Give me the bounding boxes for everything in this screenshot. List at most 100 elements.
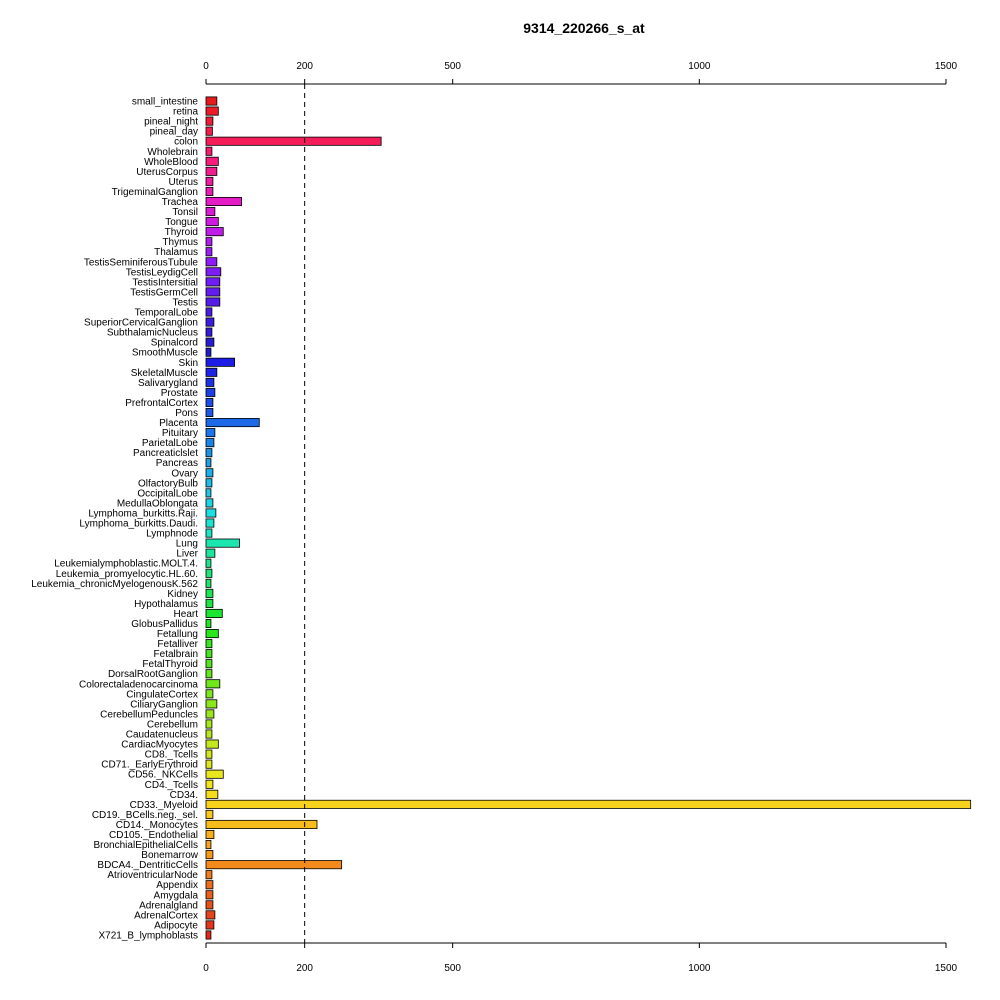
bar-ParietalLobe xyxy=(205,438,215,448)
category-label: Lymphoma_burkitts.Daudi. xyxy=(79,519,198,530)
category-label: Thymus xyxy=(162,237,198,248)
bar-CD14._Monocytes xyxy=(205,819,318,829)
category-label: OlfactoryBulb xyxy=(138,478,198,489)
category-label: CD34. xyxy=(170,790,198,801)
category-label: Liver xyxy=(176,549,198,560)
category-label: CD4._Tcells xyxy=(145,780,198,791)
tick-label: 1000 xyxy=(688,963,711,974)
category-label: PrefrontalCortex xyxy=(125,398,198,409)
bar-Hypothalamus xyxy=(205,598,214,608)
bar-MedullaOblongata xyxy=(205,498,214,508)
bar-TrigeminalGanglion xyxy=(205,186,214,196)
bar-Ovary xyxy=(205,468,214,478)
category-label: BDCA4._DentriticCells xyxy=(97,860,198,871)
bar-Caudatenucleus xyxy=(205,729,213,739)
bar-CD34. xyxy=(205,789,219,799)
bar-CD71._EarlyErythroid xyxy=(205,759,213,769)
bar-retina xyxy=(205,106,219,116)
category-label: Fetallung xyxy=(157,629,198,640)
category-label: Pancreas xyxy=(156,458,198,469)
bar-Thyroid xyxy=(205,227,224,237)
category-label: ParietalLobe xyxy=(142,438,199,449)
bar-CD105._Endothelial xyxy=(205,829,215,840)
category-label: CD56._NKCells xyxy=(128,770,198,781)
bar-small_intestine xyxy=(205,96,218,106)
bar-Lymphnode xyxy=(205,528,213,538)
category-label: Colorectaladenocarcinoma xyxy=(79,679,198,690)
category-label: AdrenalCortex xyxy=(134,910,198,921)
bar-Amygdala xyxy=(205,890,214,900)
bar-X721_B_lymphoblasts xyxy=(205,930,212,940)
category-label: SmoothMuscle xyxy=(132,348,199,359)
category-label: Leukemia_promyelocytic.HL.60. xyxy=(56,569,198,580)
category-label: Tongue xyxy=(165,217,198,228)
bar-Placenta xyxy=(205,418,260,428)
bar-Tonsil xyxy=(205,207,216,217)
tick-label: 200 xyxy=(296,61,313,72)
bar-CD4._Tcells xyxy=(205,779,214,789)
bar-Trachea xyxy=(205,196,242,207)
category-label: Cerebellum xyxy=(147,719,198,730)
bar-CiliaryGanglion xyxy=(205,699,218,709)
category-label: colon xyxy=(174,137,198,148)
category-label: Leukemialymphoblastic.MOLT.4. xyxy=(54,559,198,570)
tick-label: 500 xyxy=(444,963,461,974)
bar-Lymphoma_burkitts.Raji. xyxy=(205,508,217,518)
tick-label: 1000 xyxy=(688,61,711,72)
bar-Leukemia_chronicMyelogenousK.562 xyxy=(205,578,212,588)
bars xyxy=(205,96,972,940)
category-label: Lung xyxy=(176,539,198,550)
bar-pineal_night xyxy=(205,116,214,126)
bar-TestisIntersitial xyxy=(205,277,221,287)
category-label: TrigeminalGanglion xyxy=(112,187,198,198)
bar-CingulateCortex xyxy=(205,689,214,699)
category-label: Trachea xyxy=(162,197,199,208)
bar-DorsalRootGanglion xyxy=(205,669,213,679)
category-label: CardiacMyocytes xyxy=(121,740,198,751)
bar-Adrenalgland xyxy=(205,900,214,910)
category-label: Pons xyxy=(175,408,198,419)
category-label: CD8._Tcells xyxy=(145,750,198,761)
bar-Tongue xyxy=(205,217,219,227)
category-label: CD33._Myeloid xyxy=(130,800,198,811)
category-label: Spinalcord xyxy=(151,338,198,349)
category-label: Thyroid xyxy=(165,227,198,238)
category-label: Wholebrain xyxy=(147,147,198,158)
bar-OccipitalLobe xyxy=(205,488,212,498)
category-label: small_intestine xyxy=(132,97,199,108)
bar-OlfactoryBulb xyxy=(205,478,213,488)
category-label: CerebellumPeduncles xyxy=(100,709,198,720)
category-label: OccipitalLobe xyxy=(137,488,198,499)
bar-UterusCorpus xyxy=(205,166,218,176)
bottom-axis: 0 200 500 1000 1500 xyxy=(203,942,958,974)
bar-AdrenalCortex xyxy=(205,910,216,920)
category-label: CD71._EarlyErythroid xyxy=(101,760,198,771)
bar-BDCA4._DentriticCells xyxy=(205,860,343,870)
category-label: Testis xyxy=(172,297,198,308)
category-label: WholeBlood xyxy=(144,157,198,168)
bar-Skin xyxy=(205,357,236,367)
category-label: CiliaryGanglion xyxy=(130,699,198,710)
tick-label: 500 xyxy=(444,61,461,72)
tick-label: 200 xyxy=(296,963,313,974)
category-label: Amygdala xyxy=(154,890,199,901)
bar-Kidney xyxy=(205,588,214,598)
tick-label: 1500 xyxy=(935,963,958,974)
tick-label: 0 xyxy=(203,61,209,72)
category-label: Ovary xyxy=(171,468,198,479)
category-label: DorsalRootGanglion xyxy=(108,669,198,680)
bar-SubthalamicNucleus xyxy=(205,327,213,337)
bar-Cerebellum xyxy=(205,719,213,729)
category-label: Fetalliver xyxy=(157,639,198,650)
category-label: CingulateCortex xyxy=(126,689,198,700)
bar-AtrioventricularNode xyxy=(205,870,213,880)
category-label: Bonemarrow xyxy=(141,850,198,861)
bar-WholeBlood xyxy=(205,156,219,166)
category-label: Fetalbrain xyxy=(154,649,198,660)
category-labels: small_intestineretinapineal_nightpineal_… xyxy=(31,97,199,942)
category-label: Appendix xyxy=(156,880,198,891)
category-label: TestisGermCell xyxy=(130,287,198,298)
bar-BronchialEpithelialCells xyxy=(205,840,212,850)
category-label: GlobusPallidus xyxy=(131,619,198,630)
